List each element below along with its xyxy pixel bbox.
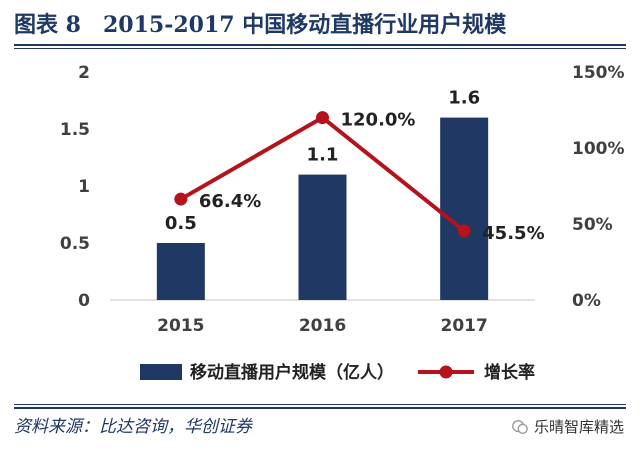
growth-data-label: 45.5% — [482, 223, 544, 244]
growth-data-label: 120.0% — [341, 110, 416, 131]
source-rule-top — [14, 404, 626, 405]
y-left-tick-label: 0.5 — [60, 234, 90, 254]
y-right-tick-label: 50% — [572, 215, 613, 235]
bar — [298, 174, 347, 300]
legend-line-marker — [439, 365, 453, 379]
watermark-text: 乐晴智库精选 — [533, 418, 624, 436]
watermark: 乐晴智库精选 — [511, 414, 624, 440]
y-right-tick-label: 0% — [572, 291, 601, 311]
x-tick-label: 2015 — [157, 316, 204, 336]
wechat-icon — [512, 420, 528, 434]
bar — [156, 243, 205, 300]
x-tick-label: 2017 — [441, 316, 488, 336]
source-rule-bottom — [14, 407, 626, 409]
title-rule-bottom — [14, 48, 626, 49]
chart-title: 图表 8 2015-2017 中国移动直播行业用户规模 — [14, 12, 507, 38]
y-left-tick-label: 0 — [78, 291, 90, 311]
growth-point — [316, 111, 329, 125]
y-right-tick-label: 100% — [572, 139, 625, 159]
title-rule-top — [14, 44, 626, 46]
bar-data-label: 1.6 — [448, 88, 480, 109]
legend-bar-label: 移动直播用户规模（亿人） — [190, 362, 394, 383]
y-left-tick-label: 1 — [78, 177, 90, 197]
bar — [440, 117, 489, 300]
growth-point — [457, 224, 471, 238]
legend-bar-swatch — [140, 364, 182, 380]
y-right-tick-label: 150% — [572, 63, 625, 83]
growth-point — [174, 192, 188, 206]
legend-line-label: 增长率 — [484, 362, 535, 383]
x-tick-label: 2016 — [299, 316, 346, 336]
bar-data-label: 1.1 — [307, 145, 339, 166]
source-note: 资料来源：比达咨询，华创证券 — [14, 417, 252, 437]
bar-data-label: 0.5 — [165, 213, 197, 234]
y-left-tick-label: 1.5 — [60, 120, 90, 140]
y-left-tick-label: 2 — [78, 63, 90, 83]
growth-data-label: 66.4% — [199, 191, 261, 212]
